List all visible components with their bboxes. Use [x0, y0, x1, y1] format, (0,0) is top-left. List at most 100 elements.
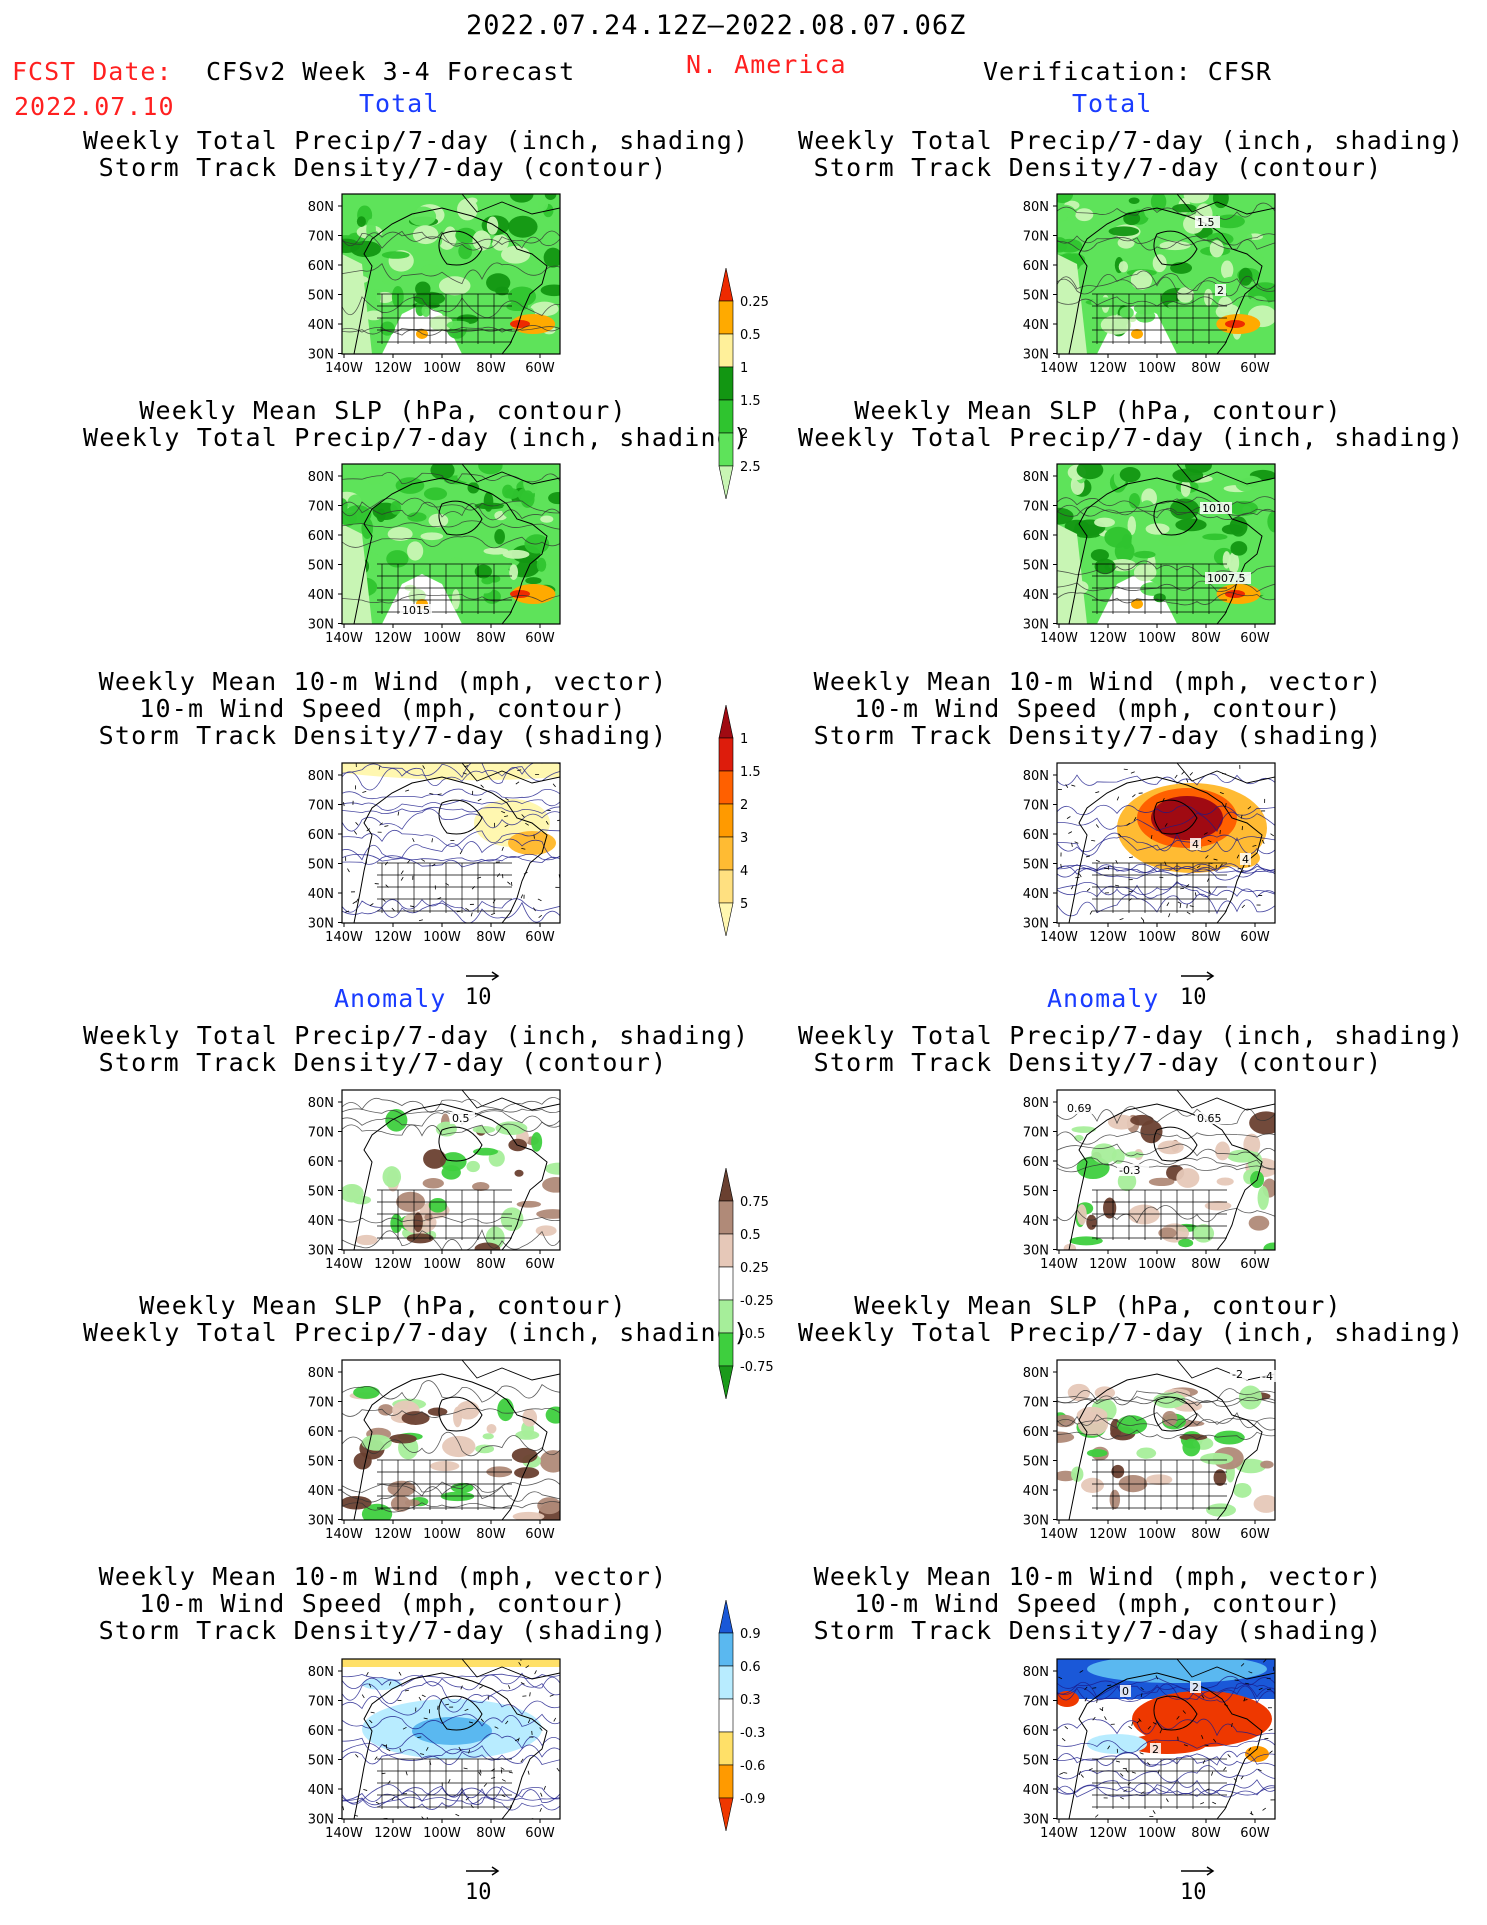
panel-title-line: Weekly Total Precip/7-day (inch, shading… — [798, 1318, 1465, 1347]
colorbar-segment — [718, 1632, 734, 1667]
lon-tick-label: 100W — [423, 1257, 461, 1272]
lat-tick-label: 50N — [1023, 1455, 1049, 1470]
colorbar-segment — [718, 1665, 734, 1700]
panel-title-l1: Weekly Total Precip/7-day (inch, shading… — [83, 127, 748, 181]
colorbar-segment — [718, 869, 734, 904]
contour-value-label: 0.5 — [452, 1112, 470, 1125]
colorbar-tick-label: 0.75 — [740, 1195, 769, 1210]
contour-label-bg — [1205, 572, 1251, 584]
colorbar-segment — [718, 770, 734, 805]
contour-value-label: 2 — [1217, 284, 1224, 297]
map-wind-track-forecast: 80N 70N 60N 50N 40N 30N 140W 120W 100W 80W 60W — [282, 757, 562, 947]
vector-scale-label: 10 — [465, 1880, 492, 1905]
lon-tick-label: 80W — [1191, 1257, 1221, 1272]
panel-title-line: Weekly Mean 10-m Wind (mph, vector) — [813, 1562, 1383, 1591]
lat-tick-label: 30N — [308, 917, 334, 932]
lon-tick-label: 100W — [1138, 1257, 1176, 1272]
panel-title-l2: Weekly Mean SLP (hPa, contour) Weekly To… — [83, 397, 748, 451]
panel-title-r2: Weekly Mean SLP (hPa, contour) Weekly To… — [798, 397, 1465, 452]
section-anomaly-right: Anomaly — [1047, 984, 1160, 1013]
map-frame — [1056, 762, 1276, 924]
colorbar-track-density-anomaly: 0.9 0.6 0.3 -0.3 -0.6 -0.9 — [718, 1600, 808, 1861]
colorbar-tick-label: 5 — [740, 897, 748, 912]
contour-value-label: -0.3 — [1119, 1164, 1140, 1177]
contour-value-label: 4 — [1192, 838, 1199, 851]
lat-tick-label: 50N — [1023, 289, 1049, 304]
lon-tick-label: 60W — [1240, 930, 1270, 945]
lon-tick-label: 100W — [423, 1527, 461, 1542]
lat-tick-label: 70N — [308, 500, 334, 515]
lat-tick-label: 70N — [308, 1695, 334, 1710]
panel-title-r3: Weekly Mean 10-m Wind (mph, vector) 10-m… — [798, 668, 1398, 749]
lat-tick-label: 60N — [308, 1724, 334, 1739]
lon-tick-label: 140W — [325, 930, 363, 945]
vector-scale-l3: 10 — [465, 962, 501, 1010]
lat-tick-label: 40N — [308, 318, 334, 333]
colorbar-tick-label: 2 — [740, 427, 748, 442]
map-field — [342, 763, 560, 923]
panel-title-line: Storm Track Density/7-day (contour) — [813, 153, 1383, 182]
contour-label-bg — [450, 1112, 475, 1124]
lon-tick-label: 140W — [1040, 930, 1078, 945]
colorbar-segment — [718, 1200, 734, 1235]
lat-tick-label: 30N — [1023, 1813, 1049, 1828]
contour-label-bg — [1200, 502, 1232, 514]
panel-title-line: 10-m Wind Speed (mph, contour) — [854, 1589, 1342, 1618]
panel-title-line: Weekly Total Precip/7-day (inch, shading… — [798, 126, 1465, 155]
map-frame — [341, 463, 561, 625]
lat-tick-label: 40N — [1023, 1783, 1049, 1798]
contour-value-label: 1010 — [1202, 502, 1230, 515]
panel-title-line: Weekly Total Precip/7-day (inch, shading… — [83, 1318, 750, 1347]
contour-value-label: 1007.5 — [1207, 572, 1246, 585]
panel-title-l4: Weekly Total Precip/7-day (inch, shading… — [83, 1022, 748, 1076]
map-field — [1057, 1090, 1275, 1250]
panel-title-line: Storm Track Density/7-day (shading) — [98, 721, 668, 750]
vector-arrow-icon — [466, 971, 500, 981]
panel-title-r6: Weekly Mean 10-m Wind (mph, vector) 10-m… — [798, 1563, 1398, 1644]
lon-tick-label: 80W — [1191, 631, 1221, 646]
contour-label-bg — [1230, 1368, 1248, 1380]
lat-tick-label: 50N — [1023, 559, 1049, 574]
map-slp-precip-anomaly-verification: 80N 70N 60N 50N 40N 30N 140W 120W 100W 80W 60W -2 -4 — [997, 1354, 1278, 1544]
lat-tick-label: 80N — [1023, 1096, 1049, 1111]
map-frame — [1056, 1658, 1276, 1820]
contour-label-bg — [400, 604, 432, 616]
colorbar-tick-label: 0.25 — [740, 1261, 769, 1276]
colorbar-tick-label: 1 — [740, 361, 748, 376]
colorbar-tip-top — [718, 705, 734, 739]
panel-title-line: Weekly Mean 10-m Wind (mph, vector) — [98, 667, 668, 696]
map-wind-track-verification: 80N 70N 60N 50N 40N 30N 140W 120W 100W 80W 60W 4 4 — [997, 757, 1277, 947]
lat-tick-label: 80N — [308, 1366, 334, 1381]
lon-tick-label: 80W — [1191, 1527, 1221, 1542]
panel-title-line: Weekly Total Precip/7-day (inch, shading… — [798, 1021, 1465, 1050]
colorbar-tick-label: -0.5 — [740, 1327, 765, 1342]
map-frame — [1056, 1089, 1276, 1251]
contour-value-label: 1015 — [402, 604, 430, 617]
colorbar-tip-bottom — [718, 465, 734, 500]
colorbar-segment — [718, 1764, 734, 1799]
panel-title-line: 10-m Wind Speed (mph, contour) — [139, 1589, 627, 1618]
colorbar-segment — [718, 737, 734, 772]
lat-tick-label: 60N — [308, 529, 334, 544]
forecast-title: CFSv2 Week 3-4 Forecast — [206, 57, 576, 86]
lat-tick-label: 70N — [1023, 230, 1049, 245]
contour-label-bg — [1240, 853, 1251, 865]
map-slp-precip-forecast: 80N 70N 60N 50N 40N 30N 140W 120W 100W 80W 60W 1015 — [282, 458, 562, 648]
lon-tick-label: 120W — [374, 1257, 412, 1272]
lon-tick-label: 80W — [476, 930, 506, 945]
lat-tick-label: 60N — [1023, 1155, 1049, 1170]
lon-tick-label: 140W — [325, 361, 363, 376]
colorbar-tick-label: 1.5 — [740, 394, 761, 409]
lat-tick-label: 30N — [308, 1813, 334, 1828]
contour-label-bg — [1190, 1681, 1201, 1693]
lat-tick-label: 30N — [1023, 1244, 1049, 1259]
panel-title-line: Weekly Total Precip/7-day (inch, shading… — [798, 423, 1465, 452]
vector-scale-label: 10 — [1180, 1880, 1207, 1905]
vector-arrow-icon — [1181, 971, 1215, 981]
